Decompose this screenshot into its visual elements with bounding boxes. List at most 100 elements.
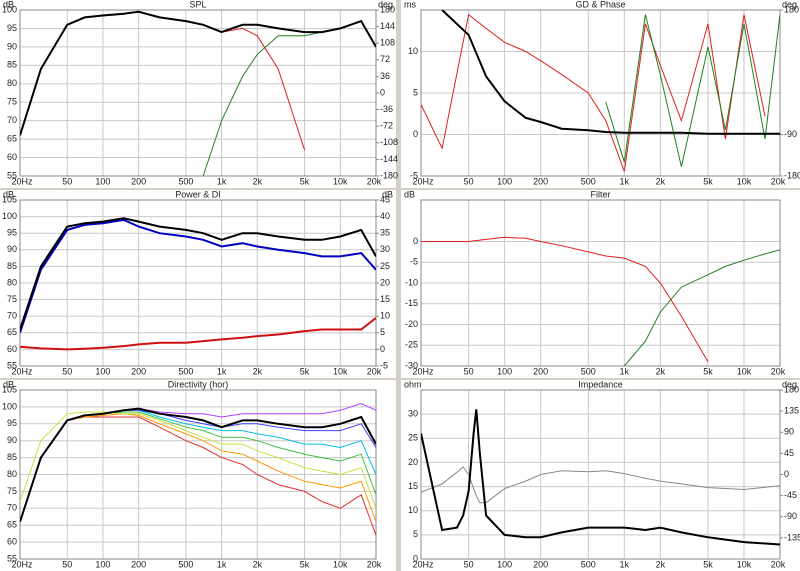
y2-tick-label: -144 bbox=[380, 154, 398, 164]
y2-tick-label: -180 bbox=[380, 170, 398, 180]
y-tick-label: 25 bbox=[408, 433, 418, 443]
x-tick-label: 20k bbox=[771, 559, 786, 569]
x-tick-label: 20Hz bbox=[412, 176, 434, 186]
y-tick-label: 60 bbox=[7, 536, 17, 546]
chart-title: GD & Phase bbox=[575, 0, 625, 9]
panel-background bbox=[401, 0, 800, 188]
y-tick-label: 65 bbox=[7, 520, 17, 530]
x-tick-label: 100 bbox=[95, 366, 110, 376]
y-tick-label: -30 bbox=[405, 360, 418, 370]
x-tick-label: 5k bbox=[703, 559, 713, 569]
x-tick-label: 20k bbox=[771, 176, 786, 186]
y2-axis-label: deg bbox=[782, 379, 797, 389]
chart-title: SPL bbox=[189, 0, 206, 9]
plot-frame bbox=[420, 389, 781, 560]
y-tick-label: 100 bbox=[2, 211, 17, 221]
y-tick-label: 105 bbox=[2, 194, 17, 204]
y-tick-label: 65 bbox=[7, 327, 17, 337]
x-tick-label: 500 bbox=[178, 559, 193, 569]
y-tick-label: 100 bbox=[2, 4, 17, 14]
y2-axis-label: deg bbox=[782, 0, 797, 9]
series-line bbox=[605, 14, 780, 167]
y-tick-label: 0 bbox=[413, 129, 418, 139]
x-tick-label: 1k bbox=[620, 559, 630, 569]
series-line bbox=[623, 249, 780, 366]
x-tick-label: 200 bbox=[131, 176, 146, 186]
y2-tick-label: -45 bbox=[784, 490, 797, 500]
x-tick-label: 1k bbox=[620, 366, 630, 376]
y2-tick-label: -90 bbox=[784, 129, 797, 139]
series-line bbox=[421, 236, 709, 363]
x-tick-label: 50 bbox=[62, 366, 72, 376]
y2-tick-label: -72 bbox=[380, 121, 393, 131]
y2-tick-label: 72 bbox=[380, 54, 390, 64]
x-tick-label: 500 bbox=[178, 366, 193, 376]
series-line bbox=[421, 409, 780, 546]
y-axis-label: ohm bbox=[404, 379, 422, 389]
y-tick-label: -20 bbox=[405, 319, 418, 329]
y-tick-label: 5 bbox=[413, 529, 418, 539]
y-tick-label: 95 bbox=[7, 228, 17, 238]
y-axis-label: dB bbox=[3, 189, 14, 199]
x-tick-label: 20k bbox=[367, 366, 382, 376]
x-tick-label: 200 bbox=[131, 366, 146, 376]
y-tick-label: -25 bbox=[405, 340, 418, 350]
y-tick-label: 85 bbox=[7, 452, 17, 462]
panel-background bbox=[0, 190, 396, 378]
y2-tick-label: 0 bbox=[380, 87, 385, 97]
y-tick-label: 55 bbox=[7, 360, 17, 370]
y-tick-label: 20 bbox=[408, 457, 418, 467]
y2-tick-label: 40 bbox=[380, 211, 390, 221]
x-tick-label: 50 bbox=[62, 176, 72, 186]
y-tick-label: 90 bbox=[7, 435, 17, 445]
x-tick-label: 10k bbox=[737, 366, 752, 376]
y2-tick-label: 15 bbox=[380, 294, 390, 304]
x-tick-label: 20Hz bbox=[11, 176, 33, 186]
series-line bbox=[441, 10, 780, 135]
x-tick-label: 5k bbox=[300, 559, 310, 569]
y-axis-label: dB bbox=[3, 379, 14, 389]
y-tick-label: 75 bbox=[7, 486, 17, 496]
x-tick-label: 50 bbox=[62, 559, 72, 569]
y-axis-label: ms bbox=[404, 0, 416, 9]
y2-tick-label: 35 bbox=[380, 228, 390, 238]
y2-tick-label: 0 bbox=[784, 469, 789, 479]
x-tick-label: 200 bbox=[533, 559, 548, 569]
x-tick-label: 2k bbox=[656, 176, 666, 186]
y2-tick-label: 180 bbox=[380, 4, 395, 14]
y2-tick-label: 135 bbox=[784, 406, 799, 416]
y-tick-label: 85 bbox=[7, 261, 17, 271]
y2-tick-label: 30 bbox=[380, 244, 390, 254]
y2-tick-label: 45 bbox=[784, 448, 794, 458]
x-tick-label: 500 bbox=[581, 176, 596, 186]
x-tick-label: 10k bbox=[333, 366, 348, 376]
x-tick-label: 200 bbox=[131, 559, 146, 569]
x-tick-label: 10k bbox=[333, 559, 348, 569]
x-tick-label: 2k bbox=[656, 366, 666, 376]
chart-title: Power & DI bbox=[175, 189, 221, 199]
x-tick-label: 100 bbox=[497, 366, 512, 376]
y2-tick-label: -5 bbox=[380, 360, 388, 370]
y2-tick-label: -90 bbox=[784, 511, 797, 521]
y-tick-label: 85 bbox=[7, 60, 17, 70]
y-tick-label: -15 bbox=[405, 298, 418, 308]
x-tick-label: 20Hz bbox=[412, 366, 434, 376]
x-tick-label: 1k bbox=[620, 176, 630, 186]
chart-panel: Filter dB 20Hz 50 100 200 500 1k 2k 5k 10k 20k -30 -2… bbox=[401, 189, 800, 378]
y-tick-label: 90 bbox=[7, 41, 17, 51]
series-line bbox=[20, 217, 376, 330]
y-tick-label: -5 bbox=[410, 170, 418, 180]
x-tick-label: 20k bbox=[367, 176, 382, 186]
x-tick-label: 100 bbox=[95, 559, 110, 569]
x-tick-label: 20k bbox=[367, 559, 382, 569]
x-tick-label: 100 bbox=[95, 176, 110, 186]
x-tick-label: 200 bbox=[533, 176, 548, 186]
series-line bbox=[20, 218, 376, 334]
y2-tick-label: 108 bbox=[380, 38, 395, 48]
y2-tick-label: 10 bbox=[380, 311, 390, 321]
plot-frame bbox=[19, 9, 377, 177]
series-group bbox=[421, 409, 780, 546]
y2-tick-label: -135 bbox=[784, 532, 800, 542]
x-tick-label: 20Hz bbox=[11, 366, 33, 376]
